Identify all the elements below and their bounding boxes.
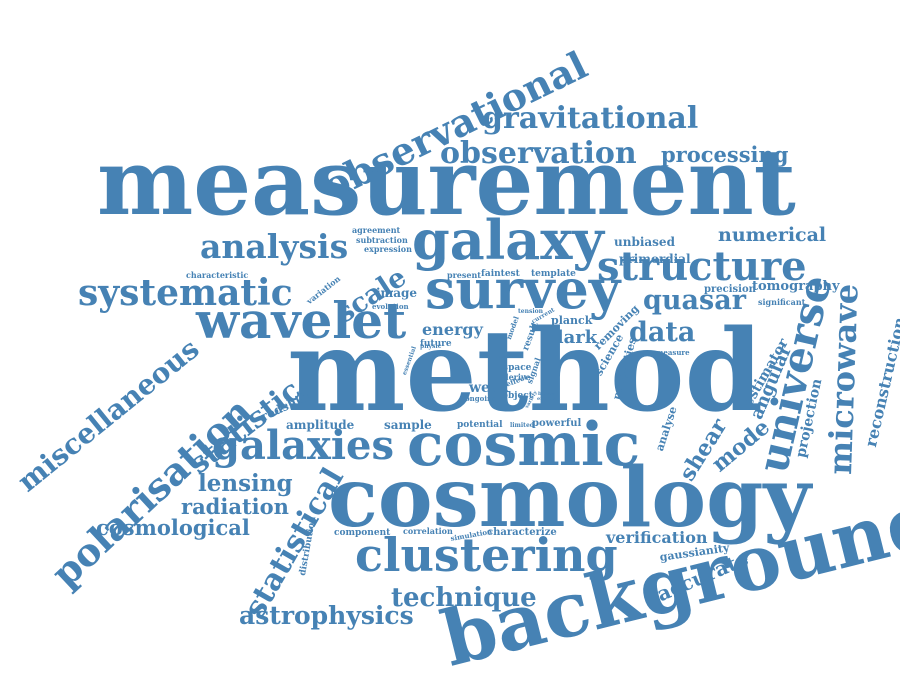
word-gravitational: gravitational: [482, 101, 699, 136]
word-precision: precision: [704, 284, 756, 295]
word-weak: weak: [469, 380, 509, 396]
word-method: method: [287, 306, 763, 437]
word-measurement: measurement: [97, 130, 796, 236]
word-quasar: quasar: [643, 285, 746, 316]
word-tension: tension: [518, 308, 543, 315]
word-space: space: [503, 363, 532, 373]
word-cosmological: cosmological: [96, 515, 250, 540]
word-derive: derive: [503, 372, 531, 382]
word-primordial: primordial: [619, 252, 691, 266]
word-energy: energy: [422, 320, 483, 339]
word-evolution: evolution: [372, 302, 409, 311]
word-galaxies: galaxies: [212, 422, 395, 469]
word-technique: technique: [391, 583, 537, 613]
word-physic: physic: [420, 343, 442, 350]
word-matter: matter: [496, 354, 515, 360]
word-powerful: powerful: [532, 418, 582, 429]
word-systematic: systematic: [78, 272, 293, 314]
word-characteristic: characteristic: [186, 270, 249, 280]
word-unbiased: unbiased: [614, 235, 675, 249]
word-observation: observation: [440, 136, 637, 171]
word-numerical: numerical: [718, 224, 827, 246]
word-sample: sample: [384, 418, 432, 432]
word-survey: survey: [425, 257, 621, 321]
word-component: component: [334, 528, 391, 538]
word-analysis: analysis: [200, 227, 349, 266]
word-verification: verification: [606, 528, 708, 547]
word-cosmology: cosmology: [328, 450, 812, 546]
word-microwave: microwave: [821, 283, 866, 476]
word-template: template: [531, 269, 576, 279]
word-wavelet: wavelet: [196, 291, 407, 350]
word-amplitude: amplitude: [286, 418, 355, 432]
word-faintest: faintest: [481, 269, 520, 279]
word-clustering: clustering: [355, 528, 618, 582]
word-ongoing: ongoing: [465, 394, 497, 403]
word-limited: limited: [510, 422, 534, 429]
word-present: present: [447, 270, 482, 280]
word-reconstruction: reconstruction: [861, 315, 900, 449]
word-planck: planck: [551, 314, 593, 327]
word-image: image: [376, 286, 418, 300]
word-cosmic: cosmic: [407, 410, 641, 480]
word-agreement: agreement: [352, 225, 401, 235]
word-tomography: tomography: [752, 279, 840, 294]
word-processing: processing: [661, 142, 789, 167]
word-characterize: characterize: [487, 527, 557, 538]
word-structure: structure: [597, 243, 807, 290]
word-potential: potential: [457, 420, 503, 430]
word-future: future: [420, 339, 452, 349]
word-expression: expression: [364, 244, 412, 254]
word-biased: biased: [538, 391, 557, 397]
word-dark: dark: [551, 327, 598, 348]
word-measure: measure: [656, 348, 690, 357]
word-significant: significant: [758, 297, 806, 307]
word-enable: enable: [537, 396, 556, 402]
word-data: data: [629, 317, 696, 348]
word-lensing: lensing: [198, 470, 293, 497]
word-radiation: radiation: [181, 494, 289, 519]
word-object: object: [502, 391, 533, 401]
word-subtraction: subtraction: [356, 235, 408, 245]
word-astrophysics: astrophysics: [239, 601, 414, 630]
word-correlation: correlation: [403, 526, 453, 536]
word-galaxy: galaxy: [412, 208, 604, 272]
